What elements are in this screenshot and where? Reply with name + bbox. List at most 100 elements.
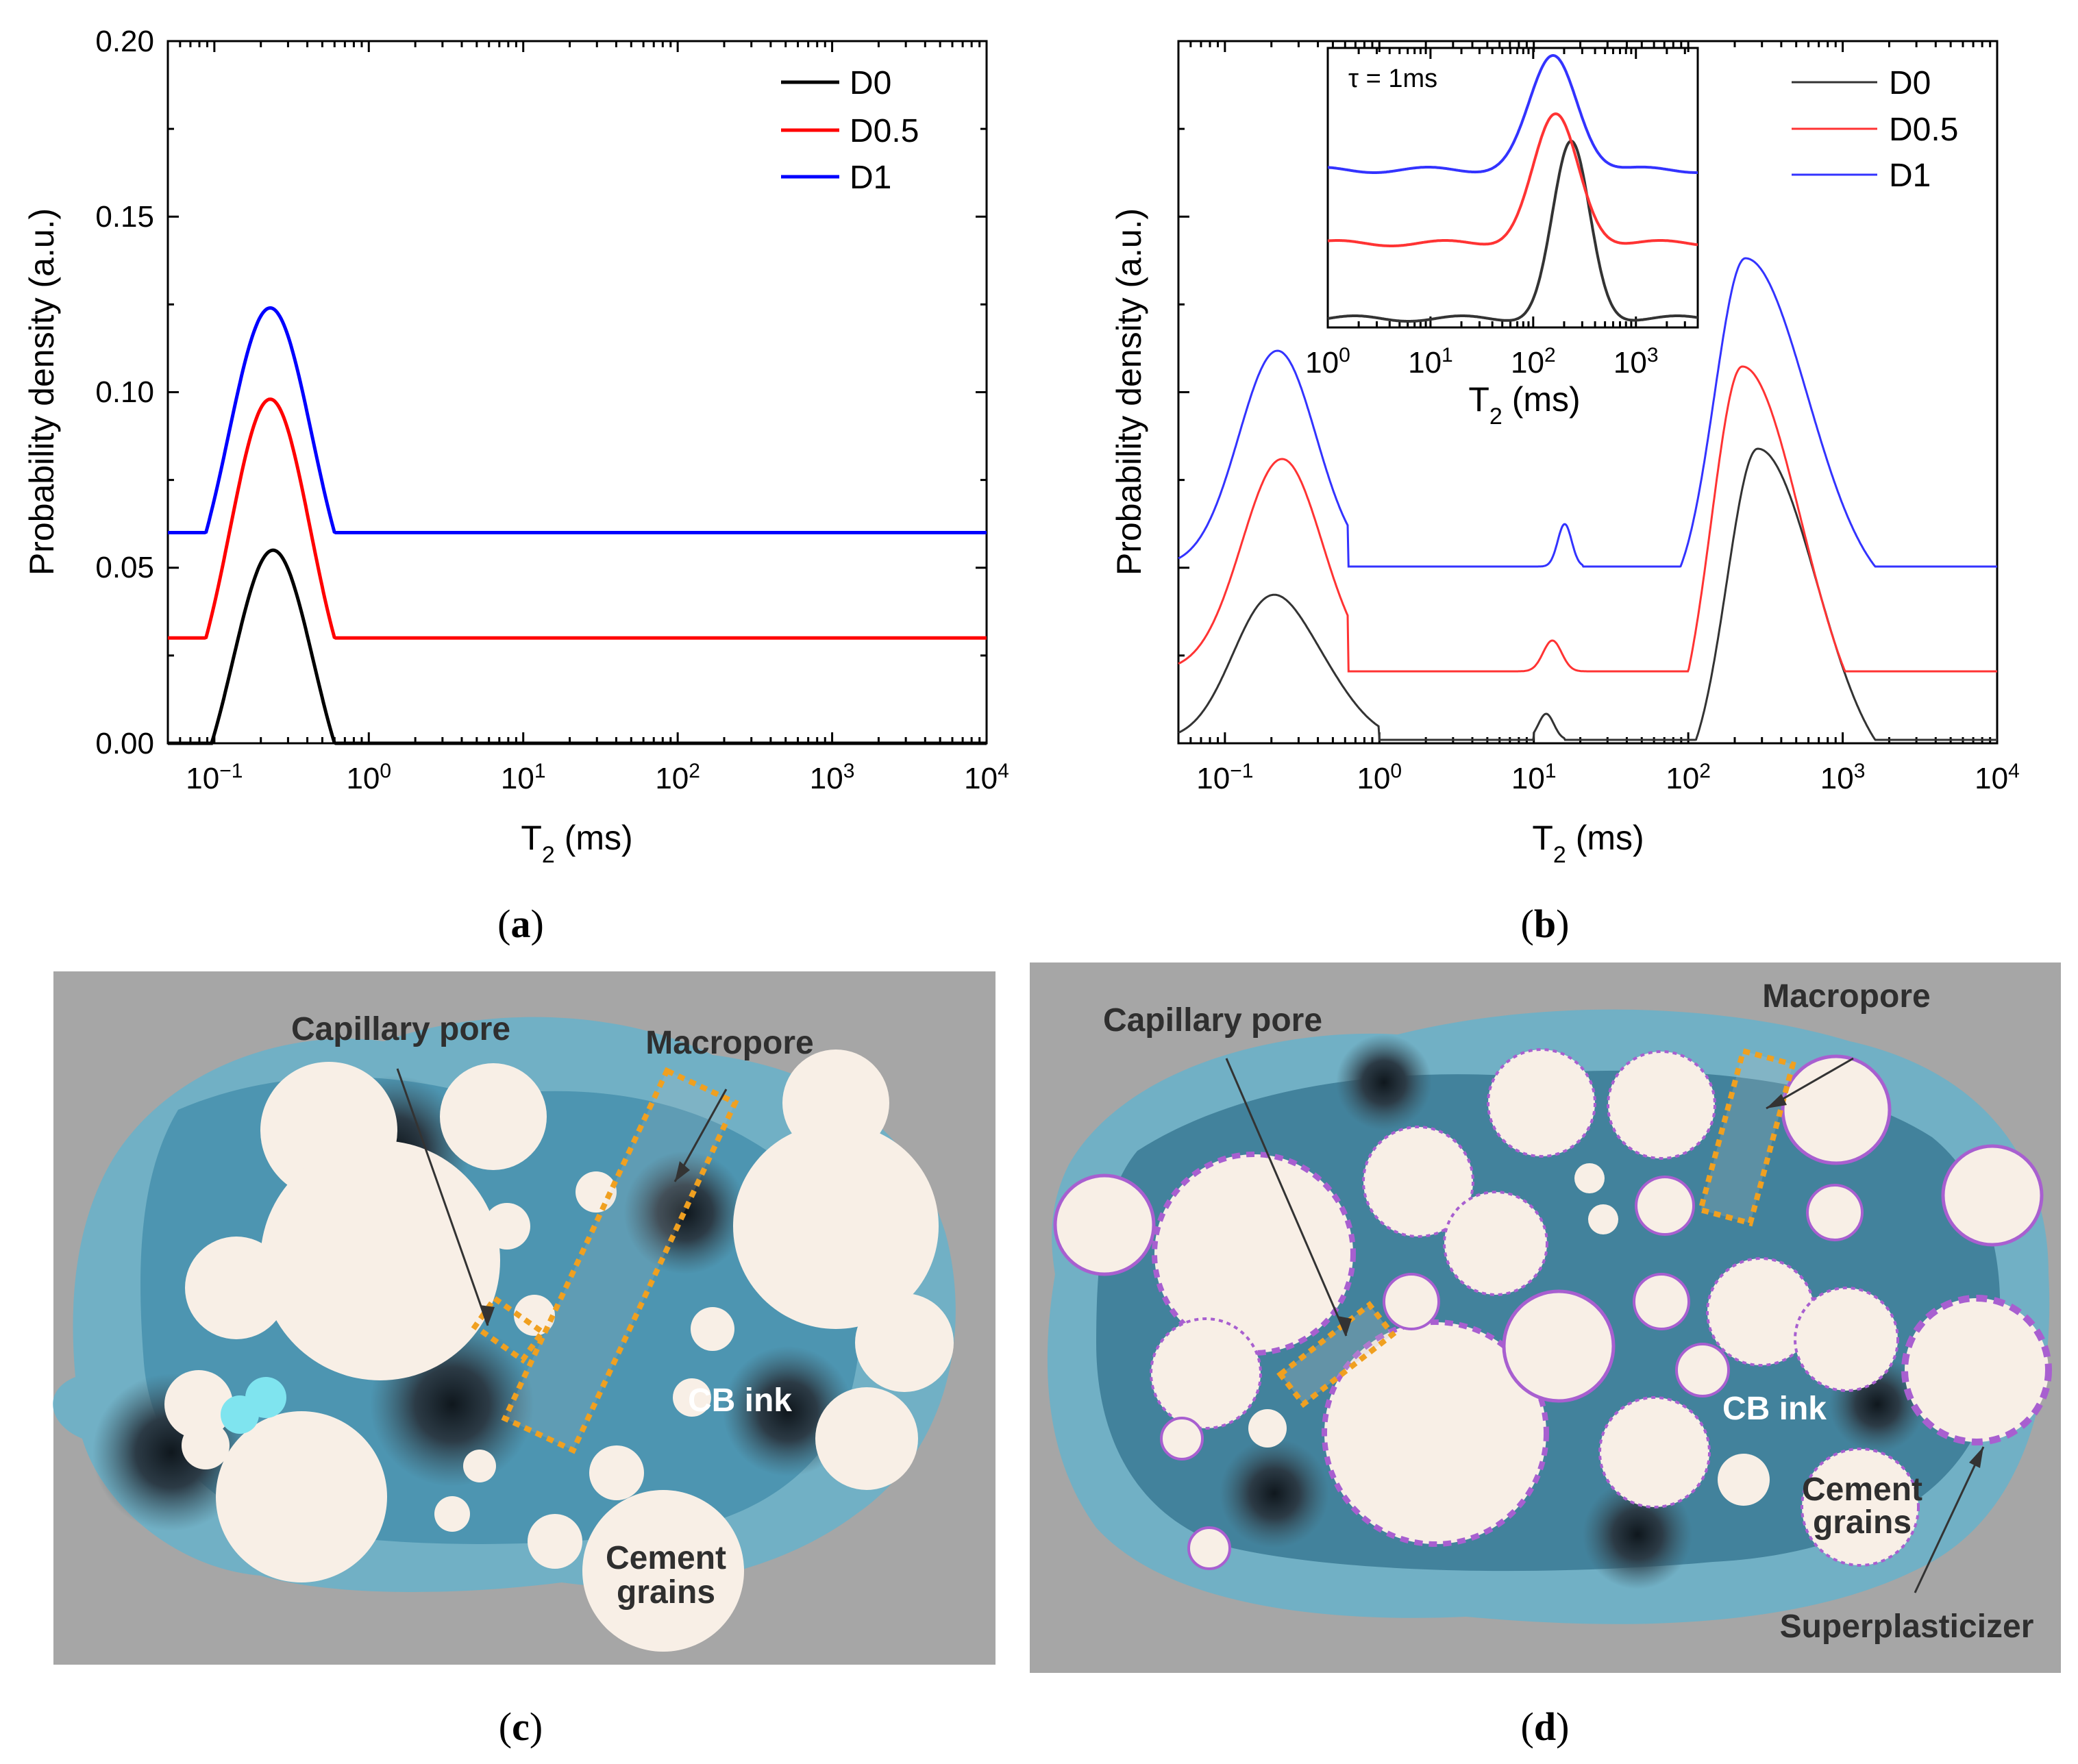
d-cement-grain: [1322, 1319, 1549, 1547]
x-tick-label: 104: [1975, 760, 2020, 796]
d-cement-grain: [1187, 1526, 1231, 1570]
d-label-superplasticizer: Superplasticizer: [1780, 1608, 2034, 1645]
c-cement-grain: [182, 1421, 230, 1469]
d-cement-grain: [1675, 1343, 1730, 1397]
panel-a-ylabel: Probability density (a.u.): [23, 208, 61, 575]
c-cement-grain: [582, 1490, 744, 1652]
panel-a-ytick-labels: 0.00 0.05 0.10 0.15 0.20: [95, 25, 154, 760]
c-cement-grain: [185, 1237, 288, 1339]
panel-a-series: [168, 306, 987, 745]
c-cement-grain: [440, 1063, 547, 1170]
c-cement-grain: [673, 1378, 711, 1417]
d-cement-grain: [1801, 1448, 1920, 1567]
inset-series: [1327, 54, 1698, 323]
d-cement-grain: [1633, 1273, 1690, 1330]
c-label-cement: Cement: [606, 1540, 726, 1576]
x-tick-label: 102: [655, 760, 700, 796]
a-ytick-label: 0.10: [95, 375, 154, 409]
panel-a-chart: 0.00 0.05 0.10 0.15 0.20 10−1 100 101 102 10…: [23, 25, 1009, 946]
x-tick-label: 103: [810, 760, 855, 796]
x-tick-label: 102: [1666, 760, 1711, 796]
x-tick-label: 103: [1613, 344, 1659, 380]
c-ink-particle: [221, 1395, 259, 1434]
panel-b-chart: 10−1 100 101 102 103 104 T2 (ms) Probability …: [1110, 40, 2020, 946]
d-pore: [1220, 1439, 1329, 1548]
d-cement-grain: [1598, 1396, 1711, 1508]
d-superplasticizer-arrow: [1914, 1446, 1985, 1593]
panel-a-xtick-labels: 10−1 100 101 102 103 104: [186, 760, 1009, 796]
d-cement-grain: [1574, 1163, 1605, 1193]
c-label-grains: grains: [617, 1574, 715, 1611]
d-cement-grain: [1362, 1126, 1474, 1238]
c-cement-grain: [164, 1370, 233, 1439]
panel-a-ticks: [166, 40, 988, 745]
x-tick-label: 10−1: [1196, 760, 1253, 796]
d-cement-grain: [1487, 1048, 1596, 1158]
c-cement-grain: [691, 1307, 734, 1351]
d-cement-grain: [1160, 1417, 1204, 1461]
d-cement-grain: [1383, 1273, 1440, 1330]
c-label-cb-ink: CB ink: [688, 1382, 792, 1419]
d-capillary-arrowhead: [1337, 1316, 1352, 1336]
d-label-macropore: Macropore: [1762, 978, 1930, 1015]
caption-c: (c): [499, 1704, 543, 1749]
series-line-d0-5: [168, 397, 987, 640]
c-cement-grain: [484, 1203, 530, 1250]
a-ytick-label: 0.05: [95, 551, 154, 584]
panel-c-diagram: Capillary pore Macropore CB ink Cement g…: [53, 971, 995, 1749]
d-capillary-arrow: [1225, 1058, 1348, 1337]
x-tick-label: 104: [964, 760, 1009, 796]
d-cement-grain: [1502, 1289, 1616, 1403]
panel-b-ylabel: Probability density (a.u.): [1110, 208, 1148, 575]
x-tick-label: 100: [346, 760, 391, 796]
d-pore: [1336, 1034, 1432, 1130]
d-cement-grain: [1901, 1295, 2052, 1445]
inset-annotation: τ = 1ms: [1348, 64, 1437, 93]
d-label-capillary-pore: Capillary pore: [1103, 1002, 1322, 1039]
panel-b-inset: τ = 1ms 100 101 102 103 T2 (ms): [1305, 47, 1699, 430]
d-cement-grain: [1588, 1204, 1618, 1234]
d-cement-grain: [1607, 1050, 1716, 1160]
c-cement-grain: [463, 1450, 496, 1482]
c-label-capillary-pore: Capillary pore: [291, 1011, 510, 1047]
c-cement-grain: [815, 1387, 918, 1490]
series-line-d1: [1178, 257, 1997, 568]
d-cement-grain: [1794, 1287, 1899, 1392]
legend-label-d0-5: D0.5: [1889, 112, 1958, 148]
d-cement-grain: [1443, 1191, 1548, 1296]
c-cement-grain: [855, 1293, 954, 1392]
c-capillary-arrow: [396, 1068, 489, 1326]
c-cement-grain: [260, 1141, 500, 1380]
legend-label-d0-5: D0.5: [850, 113, 919, 149]
panel-b-xlabel: T2 (ms): [1532, 819, 1644, 868]
x-tick-label: 10−1: [186, 760, 243, 796]
legend-label-d0: D0: [850, 65, 891, 101]
inset-series-line-d0: [1327, 139, 1698, 323]
x-tick-label: 103: [1820, 760, 1866, 796]
c-pore: [623, 1151, 747, 1274]
c-cement-grain: [434, 1496, 470, 1532]
panel-a-legend: D0 D0.5 D1: [781, 65, 919, 196]
a-ytick-label: 0.00: [95, 727, 154, 760]
d-cement-grain: [1718, 1454, 1770, 1506]
d-cement-grain: [1248, 1409, 1287, 1448]
c-cement-grain: [576, 1171, 617, 1213]
d-label-cement: Cement: [1802, 1471, 1922, 1508]
c-cement-grain: [733, 1123, 939, 1329]
x-tick-label: 101: [1408, 344, 1453, 380]
series-line-d0: [168, 548, 987, 745]
inset-series-line-d0-5: [1327, 112, 1698, 247]
caption-b: (b): [1521, 902, 1570, 946]
inset-xlabel: T2 (ms): [1468, 380, 1580, 430]
d-macropore-box: [1697, 1047, 1796, 1227]
series-line-d0-5: [1178, 365, 1997, 673]
d-capillary-pore-box: [1276, 1301, 1397, 1408]
d-cement-grain: [1781, 1054, 1892, 1165]
caption-a: (a): [497, 902, 544, 946]
x-tick-label: 101: [501, 760, 546, 796]
c-cement-grain: [514, 1295, 555, 1336]
inset-series-line-d1: [1328, 54, 1698, 174]
d-cement-grain: [1150, 1317, 1262, 1430]
caption-d: (d): [1521, 1704, 1570, 1749]
